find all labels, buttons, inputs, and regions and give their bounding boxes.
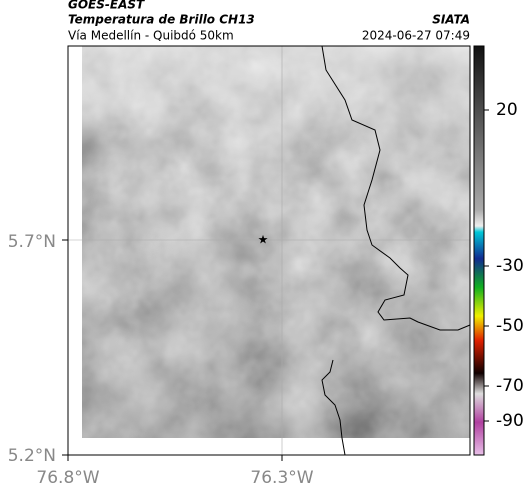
lat-label: 5.2°N: [8, 446, 56, 466]
lon-label: 76.3°W: [250, 468, 313, 488]
colorbar-label: -90: [496, 411, 524, 431]
colorbar: [473, 45, 485, 456]
colorbar-label: 20: [496, 100, 518, 120]
title: GOES-EAST: [68, 0, 145, 12]
subtitle: Temperatura de Brillo CH13: [68, 13, 255, 27]
lon-label: 76.8°W: [36, 468, 99, 488]
boundary: [321, 45, 471, 456]
source: SIATA: [432, 13, 470, 27]
location-marker: ★: [258, 233, 269, 247]
colorbar-label: -30: [496, 256, 524, 276]
colorbar-label: -50: [496, 316, 524, 336]
colorbar-label: -70: [496, 376, 524, 396]
image-shading: [82, 46, 470, 438]
datetime: 2024-06-27 07:49: [362, 29, 470, 43]
lat-label: 5.7°N: [8, 232, 56, 252]
colorbar-ticks: 20 -30 -50 -70 -90: [484, 100, 524, 431]
region: Vía Medellín - Quibdó 50km: [68, 29, 234, 43]
map-frame: [67, 45, 471, 456]
